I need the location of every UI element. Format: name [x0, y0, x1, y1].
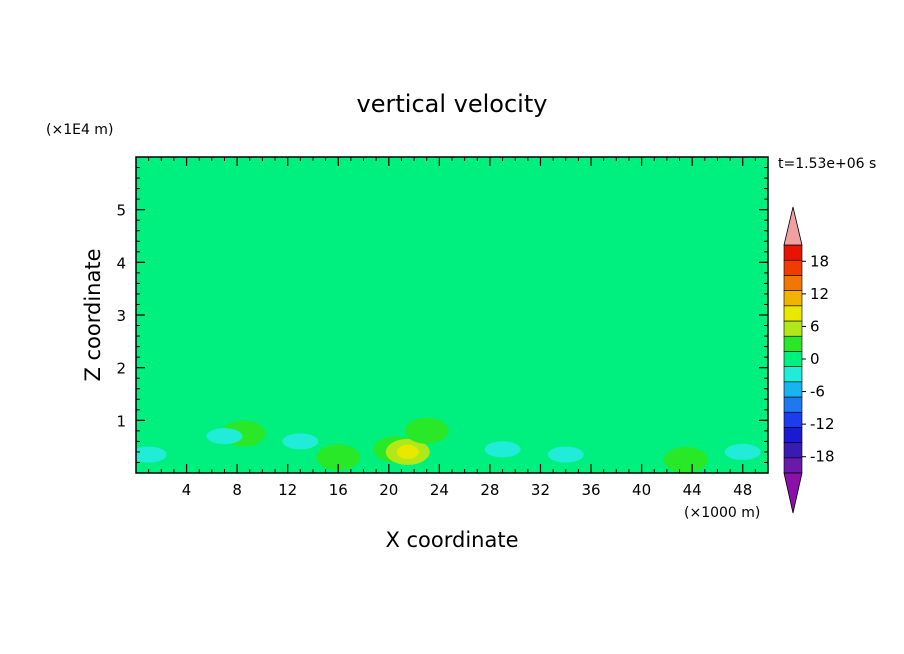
- contour-feature: [316, 444, 361, 471]
- colorbar-over-arrow: [783, 206, 803, 246]
- y-tick-label: 5: [116, 202, 126, 220]
- colorbar-label: 12: [810, 285, 829, 303]
- x-unit-label: (×1000 m): [684, 505, 760, 521]
- x-tick-label: 24: [430, 481, 449, 499]
- colorbar-segment: [783, 335, 803, 352]
- contour-field: [136, 170, 768, 473]
- colorbar-segment: [783, 396, 803, 413]
- contour-band: [136, 239, 768, 254]
- colorbar-segment: [783, 244, 803, 261]
- colorbar-label: -12: [810, 415, 835, 433]
- contour-band: [136, 457, 768, 473]
- x-tick-label: 32: [531, 481, 550, 499]
- colorbar-segment: [783, 275, 803, 291]
- contour-band: [136, 397, 768, 412]
- x-tick-label: 16: [329, 481, 348, 499]
- x-tick-label: 36: [581, 481, 600, 499]
- time-label: t=1.53e+06 s: [778, 156, 876, 172]
- colorbar-segment: [783, 259, 803, 276]
- colorbar-segment: [783, 457, 803, 474]
- contour-feature: [206, 428, 243, 445]
- y-axis-label: Z coordinate: [81, 248, 105, 381]
- x-tick-label: 20: [379, 481, 398, 499]
- x-tick-label: 4: [182, 481, 192, 499]
- plot-area: [135, 156, 769, 474]
- y-tick-label: 2: [116, 360, 126, 378]
- x-tick-label: 44: [683, 481, 702, 499]
- x-tick-label: 40: [632, 481, 651, 499]
- contour-feature: [724, 443, 761, 460]
- colorbar-segment: [783, 305, 803, 322]
- colorbar-label: 0: [810, 350, 820, 368]
- colorbar-segment: [783, 320, 803, 337]
- contour-band: [136, 302, 768, 318]
- contour-band: [136, 170, 672, 186]
- colorbar-label: 18: [810, 252, 829, 270]
- contour-band: [136, 365, 768, 381]
- contour-band: [136, 333, 768, 349]
- colorbar: 18 12 6 0 -6 -12 -18: [783, 206, 835, 514]
- contour-feature: [547, 446, 584, 463]
- colorbar-label: -18: [810, 448, 835, 466]
- y-tick-label: 1: [116, 412, 126, 430]
- colorbar-segment: [783, 366, 803, 383]
- contour-feature: [404, 417, 449, 444]
- colorbar-segment: [783, 427, 803, 443]
- colorbar-label: 6: [810, 317, 820, 335]
- y-unit-label: (×1E4 m): [46, 122, 113, 138]
- x-axis-label: X coordinate: [385, 528, 518, 552]
- y-axis-ticks: 1 2 3 4 5: [116, 167, 768, 463]
- x-tick-label: 48: [733, 481, 752, 499]
- colorbar-segment: [783, 411, 803, 428]
- contour-feature-core: [396, 444, 419, 460]
- contour-feature: [663, 446, 708, 473]
- contour-feature: [484, 441, 521, 458]
- y-tick-label: 4: [116, 254, 126, 272]
- x-axis-ticks: 4 8 12 16 20 24 28 32 36 40 44 48: [148, 157, 756, 499]
- colorbar-segment: [783, 442, 803, 459]
- x-tick-label: 8: [232, 481, 242, 499]
- x-tick-label: 12: [278, 481, 297, 499]
- contour-feature: [282, 433, 319, 450]
- y-tick-label: 3: [116, 307, 126, 325]
- contour-band: [136, 270, 768, 286]
- colorbar-segment: [783, 381, 803, 398]
- contour-band: [136, 202, 768, 218]
- colorbar-segment: [783, 351, 803, 367]
- colorbar-under-arrow: [783, 472, 803, 514]
- colorbar-label: -6: [810, 383, 825, 401]
- x-tick-label: 28: [480, 481, 499, 499]
- contour-feature: [136, 446, 167, 463]
- chart-title: vertical velocity: [357, 90, 548, 118]
- colorbar-segment: [783, 290, 803, 307]
